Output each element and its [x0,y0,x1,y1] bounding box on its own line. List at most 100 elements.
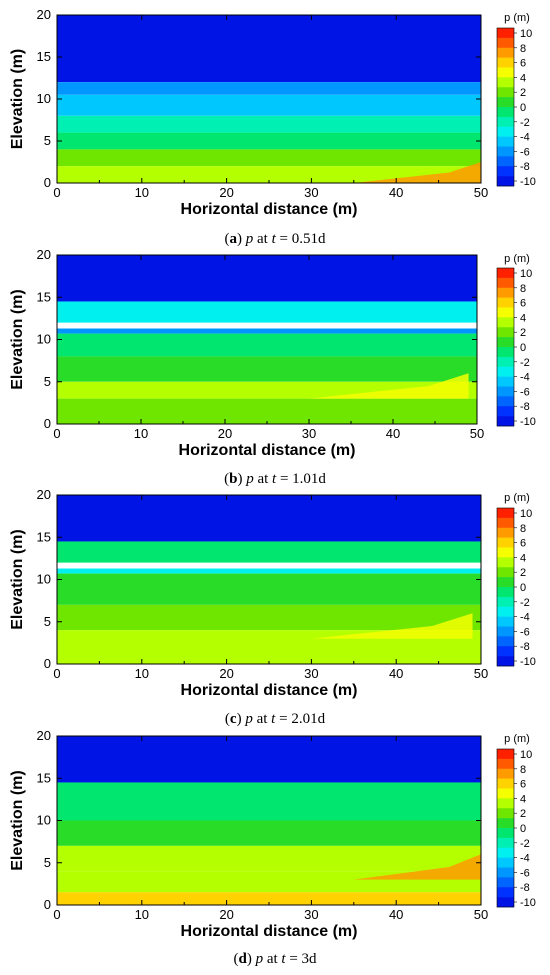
colorbar-swatch [497,287,514,298]
colorbar-tick-label: -10 [520,176,536,188]
contour-band [57,166,481,183]
y-tick-label: 20 [37,7,51,22]
x-tick-label: 50 [470,426,484,441]
contour-band [57,736,481,783]
y-tick-label: 15 [37,529,51,544]
colorbar-swatch [497,778,514,789]
x-tick-label: 30 [304,907,318,922]
x-tick-label: 10 [135,185,149,200]
colorbar-tick-label: -4 [520,132,530,144]
colorbar-tick-label: 0 [520,582,526,594]
colorbar-swatch [497,508,514,519]
colorbar-swatch [497,87,514,98]
y-tick-label: 5 [44,855,51,870]
y-axis-label: Elevation (m) [9,49,26,149]
colorbar-swatch [497,297,514,308]
contour-band [57,132,481,150]
x-axis-label: Horizontal distance (m) [181,201,358,218]
contour-band [57,255,477,302]
colorbar-swatch [497,567,514,578]
x-tick-label: 10 [135,666,149,681]
y-tick-label: 15 [37,289,51,304]
x-tick-label: 50 [474,666,488,681]
colorbar-swatch [497,606,514,617]
colorbar-tick-label: 10 [520,508,532,520]
x-tick-label: 30 [302,426,316,441]
x-tick-label: 0 [53,666,60,681]
colorbar-tick-label: -10 [520,416,536,428]
colorbar-swatch [497,107,514,118]
colorbar-swatch [497,877,514,888]
colorbar-swatch [497,857,514,868]
colorbar-tick-label: 6 [520,779,526,791]
colorbar-tick-label: 8 [520,523,526,535]
colorbar-swatch [497,37,514,49]
colorbar-swatch [497,537,514,548]
colorbar-swatch [497,277,514,289]
y-tick-label: 20 [37,247,51,262]
panel-caption: (b) p at t = 1.01d [224,471,326,487]
colorbar-tick-label: 2 [520,808,526,820]
colorbar-swatch [497,347,514,358]
y-tick-label: 0 [44,897,51,912]
contour-band [57,782,481,821]
colorbar-swatch [497,396,514,407]
x-tick-label: 30 [304,185,318,200]
colorbar-title: p (m) [504,492,530,504]
colorbar-tick-label: -6 [520,626,530,638]
contour-feature [353,854,481,880]
colorbar-title: p (m) [504,253,530,265]
colorbar-swatch [497,818,514,829]
colorbar-swatch [497,386,514,397]
colorbar-swatch [497,307,514,318]
colorbar-swatch [497,116,514,128]
colorbar-tick-label: -8 [520,161,530,173]
colorbar-swatch [497,887,514,898]
contour-band [57,892,481,905]
y-tick-label: 10 [37,332,51,347]
contour-band [57,15,481,83]
y-axis-label: Elevation (m) [9,770,26,870]
colorbar-swatch [497,557,514,568]
colorbar-tick-label: 2 [520,327,526,339]
x-tick-label: 10 [134,426,148,441]
colorbar-swatch [497,626,514,637]
colorbar-swatch [497,596,514,608]
colorbar-tick-label: -2 [520,117,530,129]
colorbar-tick-label: 8 [520,283,526,295]
x-tick-label: 20 [218,426,232,441]
colorbar-tick-label: 8 [520,764,526,776]
colorbar-tick-label: 6 [520,298,526,310]
y-tick-label: 15 [37,49,51,64]
contour-band [57,94,481,116]
colorbar-tick-label: 10 [520,749,532,761]
y-tick-label: 10 [37,813,51,828]
colorbar-tick-label: -6 [520,146,530,158]
colorbar-tick-label: 10 [520,28,532,40]
colorbar-swatch [497,416,514,427]
colorbar-swatch [497,57,514,68]
y-tick-label: 5 [44,374,51,389]
contour-band [57,568,481,574]
colorbar-swatch [497,406,514,417]
colorbar-swatch [497,67,514,78]
contour-band [57,398,477,424]
colorbar-tick-label: -8 [520,401,530,413]
y-tick-label: 10 [37,572,51,587]
contour-band [57,845,481,872]
colorbar-swatch [497,156,514,167]
colorbar-tick-label: 4 [520,312,526,324]
contour-band [57,328,477,334]
colorbar-tick-label: 0 [520,823,526,835]
y-tick-label: 0 [44,656,51,671]
colorbar-tick-label: -6 [520,867,530,879]
colorbar-tick-label: -2 [520,597,530,609]
contour-band [57,115,481,133]
colorbar-swatch [497,146,514,157]
x-tick-label: 40 [389,666,403,681]
colorbar-title: p (m) [504,733,530,745]
x-tick-label: 40 [389,907,403,922]
x-tick-label: 50 [474,907,488,922]
contour-band [57,495,481,542]
